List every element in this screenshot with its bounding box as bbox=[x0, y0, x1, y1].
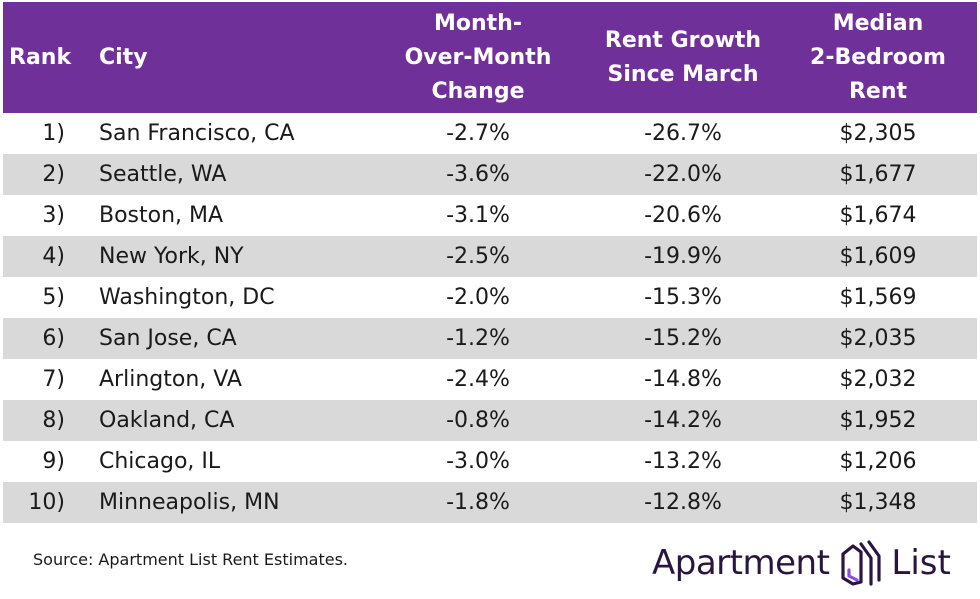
rank-cell: 5) bbox=[42, 285, 65, 310]
header-rank: Rank bbox=[9, 2, 89, 113]
table-row: 2) Seattle, WA -3.6% -22.0% $1,677 bbox=[3, 154, 977, 195]
median-rent-cell: $2,305 bbox=[839, 121, 917, 146]
rent-table: Rank City Month- Over-Month Change Rent … bbox=[3, 2, 977, 523]
rank-cell: 6) bbox=[42, 326, 65, 351]
header-city-label: City bbox=[99, 44, 148, 70]
table-row: 6) San Jose, CA -1.2% -15.2% $2,035 bbox=[3, 318, 977, 359]
header-rank-label: Rank bbox=[9, 44, 72, 70]
city-cell: Minneapolis, MN bbox=[99, 490, 280, 515]
header-median-rent: Median 2-Bedroom Rent bbox=[793, 2, 963, 113]
rent-growth-cell: -14.8% bbox=[644, 367, 722, 392]
header-mom-line: Month- bbox=[434, 10, 522, 36]
city-cell: Arlington, VA bbox=[99, 367, 242, 392]
mom-change-cell: -3.6% bbox=[446, 162, 510, 187]
mom-change-cell: -1.2% bbox=[446, 326, 510, 351]
header-mom-line: Over-Month bbox=[404, 44, 552, 70]
rent-growth-cell: -22.0% bbox=[644, 162, 722, 187]
rank-cell: 9) bbox=[42, 449, 65, 474]
rank-cell: 7) bbox=[42, 367, 65, 392]
median-rent-cell: $2,035 bbox=[839, 326, 917, 351]
city-cell: New York, NY bbox=[99, 244, 244, 269]
city-cell: Seattle, WA bbox=[99, 162, 227, 187]
header-rent-line: Median bbox=[832, 10, 924, 36]
mom-change-cell: -3.1% bbox=[446, 203, 510, 228]
rent-growth-cell: -15.2% bbox=[644, 326, 722, 351]
rank-cell: 8) bbox=[42, 408, 65, 433]
median-rent-cell: $1,677 bbox=[839, 162, 917, 187]
rent-growth-cell: -15.3% bbox=[644, 285, 722, 310]
city-cell: Boston, MA bbox=[99, 203, 224, 228]
table-row: 8) Oakland, CA -0.8% -14.2% $1,952 bbox=[3, 400, 977, 441]
rank-cell: 3) bbox=[42, 203, 65, 228]
table-row: 4) New York, NY -2.5% -19.9% $1,609 bbox=[3, 236, 977, 277]
median-rent-cell: $1,609 bbox=[839, 244, 917, 269]
rent-growth-cell: -12.8% bbox=[644, 490, 722, 515]
city-cell: Chicago, IL bbox=[99, 449, 221, 474]
header-mom-change: Month- Over-Month Change bbox=[383, 2, 573, 113]
table-row: 7) Arlington, VA -2.4% -14.8% $2,032 bbox=[3, 359, 977, 400]
header-growth-line: Since March bbox=[607, 61, 759, 87]
rent-growth-cell: -19.9% bbox=[644, 244, 722, 269]
source-note: Source: Apartment List Rent Estimates. bbox=[33, 550, 349, 569]
median-rent-cell: $1,569 bbox=[839, 285, 917, 310]
header-growth-line: Rent Growth bbox=[604, 27, 762, 53]
header-rent-growth: Rent Growth Since March bbox=[583, 2, 783, 113]
city-cell: Oakland, CA bbox=[99, 408, 235, 433]
table-body: 1) San Francisco, CA -2.7% -26.7% $2,305 2) Se… bbox=[3, 113, 977, 523]
mom-change-cell: -2.7% bbox=[446, 121, 510, 146]
mom-change-cell: -2.0% bbox=[446, 285, 510, 310]
table-row: 9) Chicago, IL -3.0% -13.2% $1,206 bbox=[3, 441, 977, 482]
house-stripes-icon bbox=[841, 540, 882, 586]
logo-word-apartment: Apartment bbox=[652, 543, 830, 583]
logo-word-list: List bbox=[891, 543, 951, 583]
median-rent-cell: $1,952 bbox=[839, 408, 917, 433]
table-header: Rank City Month- Over-Month Change Rent … bbox=[3, 2, 977, 113]
rent-growth-cell: -13.2% bbox=[644, 449, 722, 474]
header-rent-line: 2-Bedroom bbox=[810, 44, 946, 70]
header-mom-line: Change bbox=[431, 78, 525, 104]
mom-change-cell: -3.0% bbox=[446, 449, 510, 474]
rank-cell: 10) bbox=[28, 490, 65, 515]
median-rent-cell: $1,348 bbox=[839, 490, 917, 515]
rent-growth-cell: -14.2% bbox=[644, 408, 722, 433]
city-cell: San Jose, CA bbox=[99, 326, 237, 351]
mom-change-cell: -1.8% bbox=[446, 490, 510, 515]
rent-growth-cell: -26.7% bbox=[644, 121, 722, 146]
header-city: City bbox=[99, 2, 299, 113]
table-row: 1) San Francisco, CA -2.7% -26.7% $2,305 bbox=[3, 113, 977, 154]
median-rent-cell: $1,674 bbox=[839, 203, 917, 228]
rank-cell: 4) bbox=[42, 244, 65, 269]
city-cell: San Francisco, CA bbox=[99, 121, 295, 146]
header-rent-line: Rent bbox=[848, 78, 908, 104]
rent-growth-cell: -20.6% bbox=[644, 203, 722, 228]
rank-cell: 1) bbox=[42, 121, 65, 146]
median-rent-cell: $1,206 bbox=[839, 449, 917, 474]
table-row: 5) Washington, DC -2.0% -15.3% $1,569 bbox=[3, 277, 977, 318]
rank-cell: 2) bbox=[42, 162, 65, 187]
table-row: 3) Boston, MA -3.1% -20.6% $1,674 bbox=[3, 195, 977, 236]
mom-change-cell: -2.4% bbox=[446, 367, 510, 392]
mom-change-cell: -2.5% bbox=[446, 244, 510, 269]
city-cell: Washington, DC bbox=[99, 285, 275, 310]
table-row: 10) Minneapolis, MN -1.8% -12.8% $1,348 bbox=[3, 482, 977, 523]
mom-change-cell: -0.8% bbox=[446, 408, 510, 433]
apartment-list-logo: Apartment List bbox=[652, 538, 951, 588]
median-rent-cell: $2,032 bbox=[839, 367, 917, 392]
